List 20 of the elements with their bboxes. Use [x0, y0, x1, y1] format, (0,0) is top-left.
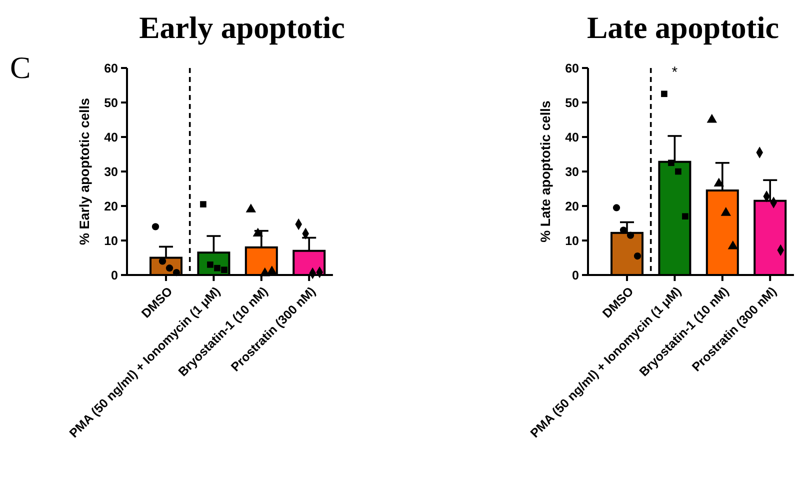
y-tick-label: 0	[111, 268, 118, 282]
y-tick-label: 50	[104, 96, 118, 110]
y-tick-label: 20	[104, 199, 118, 214]
y-tick-label: 50	[565, 96, 580, 110]
chart-title: Early apoptotic	[139, 10, 345, 45]
y-tick-label: 20	[565, 199, 580, 214]
y-axis-title: % Early apoptotic cells	[77, 98, 92, 246]
y-tick-label: 60	[104, 61, 118, 76]
y-tick-label: 60	[565, 61, 580, 76]
chart-title: Late apoptotic	[586, 10, 780, 45]
y-tick-label: 30	[565, 164, 580, 179]
y-axis-title: % Late apoptotic cells	[538, 100, 553, 242]
y-tick-label: 10	[565, 234, 580, 248]
y-tick-label: 30	[104, 164, 118, 179]
y-tick-label: 10	[104, 234, 118, 248]
annotation: *	[672, 64, 678, 81]
y-tick-label: 40	[565, 130, 580, 144]
text: C	[10, 50, 31, 85]
y-tick-label: 40	[104, 130, 118, 144]
y-tick-label: 0	[572, 268, 580, 282]
